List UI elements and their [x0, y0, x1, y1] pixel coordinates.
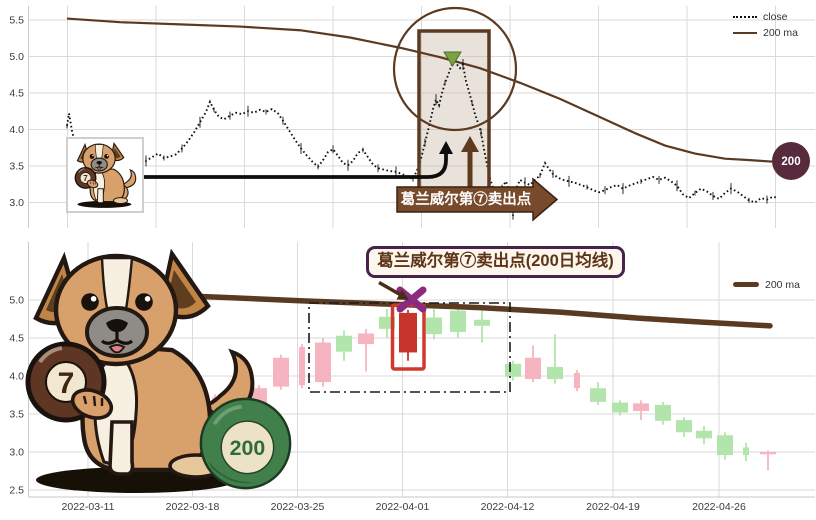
- x-tick-label: 2022-04-01: [376, 501, 430, 513]
- y-tick-label-bottom: 2.5: [9, 485, 24, 497]
- green-200-ball: [201, 399, 290, 488]
- candle-body: [474, 320, 490, 326]
- x-tick-label: 2022-04-19: [586, 501, 640, 513]
- y-tick-label-top: 4.0: [9, 124, 24, 136]
- y-tick-label-top: 3.0: [9, 197, 24, 209]
- candle-body: [399, 313, 417, 353]
- candle-body: [717, 435, 733, 455]
- candle-body: [505, 364, 521, 377]
- y-tick-label-bottom: 4.5: [9, 333, 24, 345]
- x-tick-label: 2022-03-11: [62, 501, 115, 513]
- candle-body: [358, 333, 374, 344]
- candle-body: [426, 317, 442, 334]
- x-tick-label: 2022-04-26: [692, 501, 746, 513]
- legend-entry-ma: 200 ma: [733, 26, 798, 39]
- ma-line-swatch: [733, 32, 757, 34]
- candle-body: [743, 447, 749, 455]
- candle-body: [273, 358, 289, 387]
- y-tick-label-bottom: 3.5: [9, 409, 24, 421]
- close-line-swatch: [733, 16, 757, 18]
- legend-entry-close: close: [733, 10, 798, 23]
- bottom-legend: 200 ma: [733, 278, 800, 291]
- legend-label-ma-bottom: 200 ma: [765, 279, 800, 291]
- legend-entry-ma-bottom: 200 ma: [733, 278, 800, 291]
- y-tick-label-top: 5.5: [9, 15, 24, 27]
- y-tick-label-bottom: 4.0: [9, 371, 24, 383]
- top-legend: close 200 ma: [733, 10, 798, 39]
- candle-body: [315, 343, 331, 383]
- candle-body: [760, 452, 776, 454]
- granville-sell-point-figure: 7 200 5.55.04.54.03.53.02022-03-112022-0…: [0, 0, 816, 520]
- candle-body: [574, 373, 580, 388]
- granville-sell-point-banner: 葛兰威尔第⑦卖出点: [398, 188, 534, 212]
- x-tick-label: 2022-03-18: [166, 501, 220, 513]
- x-tick-label: 2022-03-25: [271, 501, 325, 513]
- candle-body: [525, 358, 541, 379]
- granville-sell-point-title: 葛兰威尔第⑦卖出点(200日均线): [366, 246, 625, 278]
- ma-thick-swatch: [733, 282, 759, 287]
- candle-body: [336, 336, 352, 352]
- candle-body: [676, 420, 692, 432]
- x-tick-label: 2022-04-12: [481, 501, 535, 513]
- ma-200-badge-label: 200: [781, 156, 800, 168]
- elbow-arrow: [143, 152, 446, 177]
- legend-label-ma: 200 ma: [763, 27, 798, 39]
- candle-body: [655, 405, 671, 421]
- candle-body: [450, 311, 466, 332]
- candle-body: [633, 403, 649, 411]
- legend-label-close: close: [763, 11, 788, 23]
- y-tick-label-top: 3.5: [9, 161, 24, 173]
- candle-body: [547, 367, 563, 379]
- y-tick-label-top: 5.0: [9, 51, 24, 63]
- candle-body: [612, 403, 628, 413]
- candle-body: [696, 431, 712, 439]
- y-tick-label-bottom: 5.0: [9, 295, 24, 307]
- candle-body: [590, 388, 606, 402]
- y-tick-label-bottom: 3.0: [9, 447, 24, 459]
- candle-body: [299, 347, 305, 385]
- y-tick-label-top: 4.5: [9, 88, 24, 100]
